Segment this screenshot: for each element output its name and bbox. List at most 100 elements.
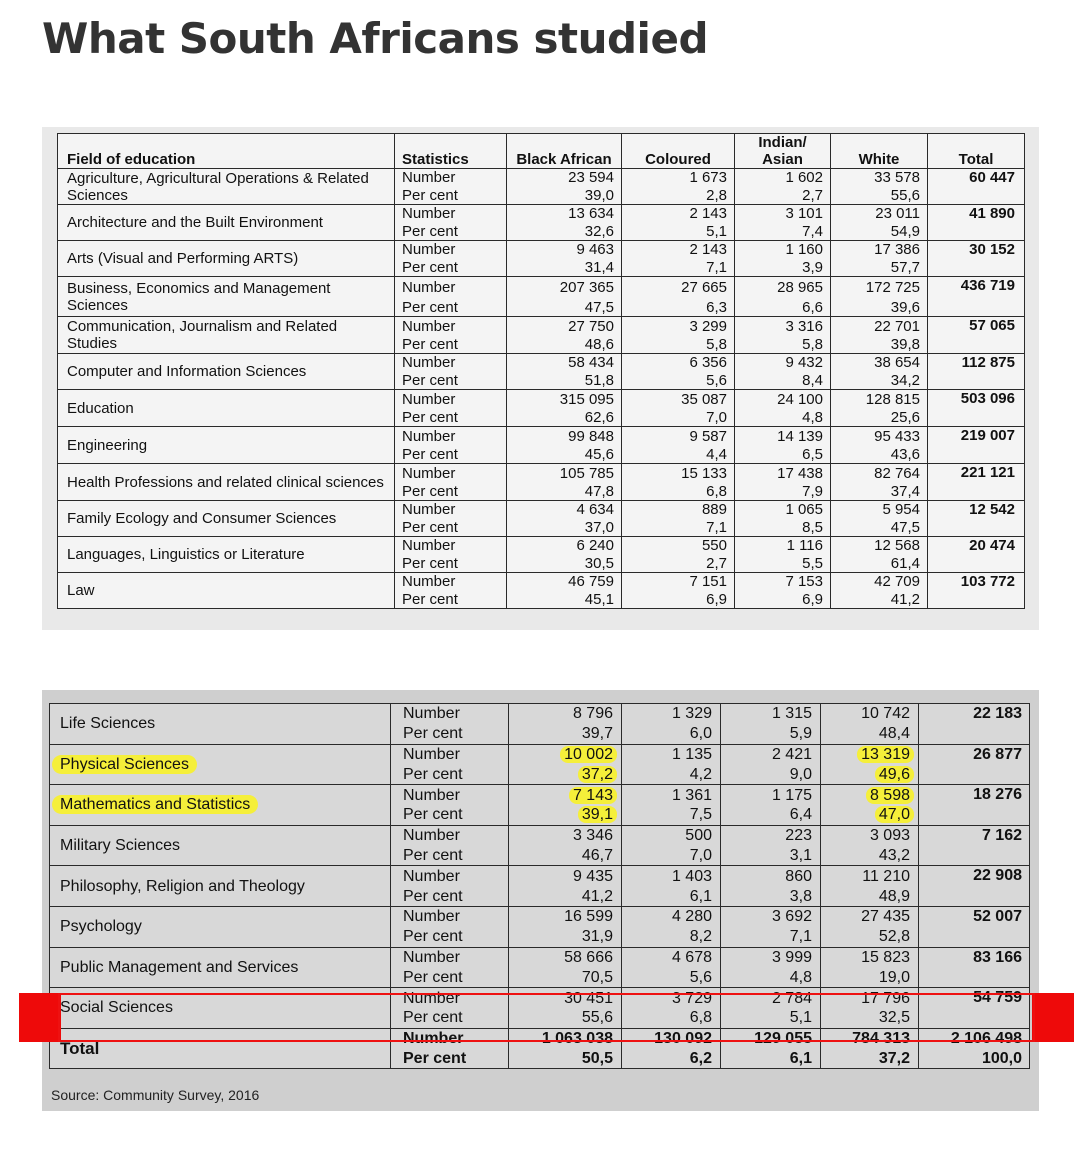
percent-value: 6,5 [734,445,831,464]
stat-label: Number [394,240,507,259]
table-row: Family Ecology and Consumer Sciences Numb… [57,500,1025,537]
number-value: 17 796 [820,987,919,1008]
percent-value: 54,9 [830,222,928,241]
total-value: 7 162 [918,824,1030,867]
total-row: Total Number 1 063 038 130 092 129 055 784 31… [49,1027,1030,1070]
percent-value: 55,6 [830,186,928,205]
stat-label: Per cent [390,967,509,989]
total-value: 436 719 [927,276,1025,317]
number-value: 12 568 [830,536,928,555]
highlight-mark: Mathematics and Statistics [52,795,259,815]
percent-value: 7,1 [720,926,821,948]
total-value: 112 875 [927,353,1025,390]
number-value: 2 421 [720,743,821,765]
percent-value: 34,2 [830,371,928,390]
number-value: 7 143 [508,784,622,805]
stat-label: Number [394,276,507,299]
percent-value: 48,9 [820,886,919,907]
stat-label: Per cent [394,408,507,427]
header-black-african: Black African [506,133,622,169]
stat-label: Per cent [394,335,507,354]
number-value: 17 438 [734,463,831,483]
stat-label: Per cent [394,371,507,390]
stat-label: Per cent [390,926,509,948]
number-value: 550 [621,536,735,555]
table-row: Per cent 31,4 7,1 3,9 57,7 [58,258,1025,277]
percent-value: 8,2 [621,926,721,948]
table-row: Languages, Linguistics or Literature Numb… [57,536,1025,573]
percent-value: 8,4 [734,371,831,390]
field-name: Architecture and the Built Environment [57,204,395,241]
percent-value: 31,4 [506,258,622,277]
number-value: 23 011 [830,204,928,223]
number-value: 889 [621,500,735,519]
percent-value: 7,1 [621,518,735,537]
percent-value: 4,2 [621,764,721,786]
table-image-bottom: Life Sciences Number 8 796 1 329 1 315 10 742… [42,690,1039,1111]
number-value: 14 139 [734,426,831,446]
number-value: 15 823 [820,946,919,968]
percent-value: 57,7 [830,258,928,277]
percent-value: 37,4 [830,482,928,501]
stat-label: Per cent [394,298,507,317]
number-value: 16 599 [508,905,622,927]
total-number-value: 130 092 [621,1027,721,1049]
percent-value: 52,8 [820,926,919,948]
percent-value: 7,0 [621,408,735,427]
field-name: Law [57,572,395,609]
percent-value: 2,7 [621,554,735,573]
percent-value: 31,9 [508,926,622,948]
field-name: Health Professions and related clinical … [57,463,395,501]
stat-label: Number [390,865,509,887]
stat-label: Number [394,463,507,483]
table-row: Arts (Visual and Performing ARTS) Number 9… [57,240,1025,277]
number-value: 1 403 [621,865,721,887]
total-value: 30 152 [927,240,1025,277]
number-value: 1 315 [720,702,821,724]
table-row: Philosophy, Religion and Theology Number 9… [49,865,1030,907]
percent-value: 39,1 [508,804,622,826]
table-row: Per cent 39,7 6,0 5,9 48,4 [50,723,1030,745]
percent-value: 41,2 [508,886,622,907]
number-value: 33 578 [830,168,928,187]
total-value: 503 096 [927,389,1025,427]
table-row: Computer and Information Sciences Number 5… [57,353,1025,390]
stat-label: Number [390,784,509,805]
number-value: 10 742 [820,702,919,724]
number-value: 128 815 [830,389,928,409]
stat-label: Per cent [394,554,507,573]
percent-value: 62,6 [506,408,622,427]
percent-value: 2,7 [734,186,831,205]
field-name: Education [57,389,395,427]
percent-value: 61,4 [830,554,928,573]
number-value: 207 365 [506,276,622,299]
stat-label: Per cent [390,845,509,867]
number-value: 24 100 [734,389,831,409]
stat-label: Number [394,536,507,555]
field-name: Psychology [49,905,391,948]
total-value: 26 877 [918,743,1030,786]
stat-label: Per cent [394,186,507,205]
percent-value: 7,1 [621,258,735,277]
number-value: 3 093 [820,824,919,846]
highlight-mark: 7 143 [568,786,617,804]
table-row: Military Sciences Number 3 346 500 223 3 093 7… [49,824,1030,867]
number-value: 28 965 [734,276,831,299]
stat-label: Number [390,824,509,846]
percent-value: 4,4 [621,445,735,464]
percent-value: 48,4 [820,723,919,745]
header-white: White [830,133,928,169]
number-value: 2 143 [621,204,735,223]
table-row: Public Management and Services Number 58 6… [49,946,1030,989]
stat-label: Per cent [390,1048,509,1070]
percent-value: 8,5 [734,518,831,537]
header-indian-asian: Indian/ Asian [734,133,831,169]
number-value: 1 673 [621,168,735,187]
percent-value: 39,7 [508,723,622,745]
percent-value: 6,9 [621,590,735,609]
number-value: 13 319 [820,743,919,765]
total-value: 20 474 [927,536,1025,573]
table-row: Per cent 37,0 7,1 8,5 47,5 [58,518,1025,537]
number-value: 1 116 [734,536,831,555]
number-value: 4 280 [621,905,721,927]
